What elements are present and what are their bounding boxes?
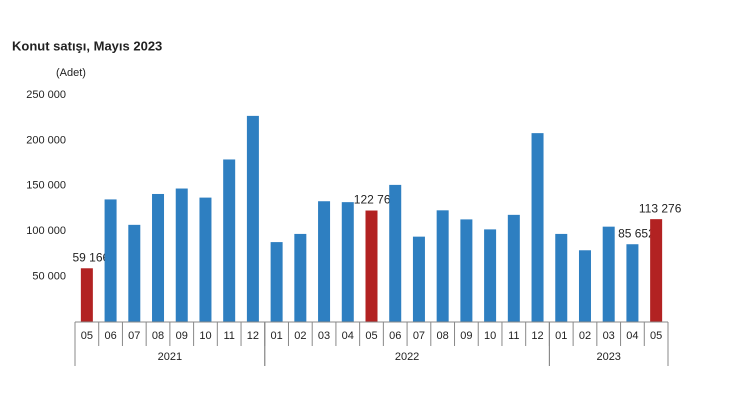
bar [175,188,188,322]
y-tick-label: 100 000 [26,225,66,237]
bar [318,201,331,322]
x-tick-label: 08 [152,330,164,342]
bar [104,199,117,322]
bar [602,226,615,322]
bar [484,229,497,322]
x-tick-label: 07 [128,330,140,342]
x-tick-label: 06 [104,330,116,342]
bar [626,244,639,322]
bar [294,233,307,322]
x-tick-label: 07 [413,330,425,342]
value-label: 113 276 [639,201,682,215]
x-tick-label: 09 [460,330,472,342]
value-label: 85 652 [618,226,655,240]
bar [80,268,93,322]
bar [246,115,259,322]
bar [365,210,378,322]
bar [578,250,591,322]
x-tick-label: 03 [603,330,615,342]
x-tick-label: 03 [318,330,330,342]
x-tick-label: 10 [484,330,496,342]
bar [460,219,473,322]
x-tick-label: 12 [247,330,259,342]
bar [152,193,165,322]
x-tick-label: 11 [223,330,234,342]
bar [270,242,283,322]
x-tick-label: 05 [81,330,93,342]
y-tick-label: 200 000 [26,134,66,146]
group-label: 2021 [158,351,182,363]
x-tick-label: 04 [626,330,638,342]
x-tick-label: 01 [555,330,567,342]
bar [199,197,212,322]
bar [650,219,663,322]
bar [389,184,402,322]
x-tick-label: 11 [508,330,519,342]
y-tick-label: 50 000 [32,271,66,283]
x-tick-label: 06 [389,330,401,342]
x-tick-label: 04 [342,330,354,342]
bar [436,210,449,322]
chart-title: Konut satışı, Mayıs 2023 [12,38,162,53]
group-label: 2022 [395,351,419,363]
x-tick-label: 08 [437,330,449,342]
group-label: 2023 [596,351,620,363]
x-tick-label: 09 [176,330,188,342]
x-tick-label: 10 [199,330,211,342]
bar [341,202,354,322]
bar [223,159,236,322]
value-label: 122 768 [354,193,398,207]
bar [412,236,425,322]
y-axis-label: (Adet) [56,67,86,79]
x-tick-label: 05 [650,330,662,342]
x-tick-label: 02 [294,330,306,342]
value-label: 59 166 [73,250,110,264]
x-tick-label: 12 [531,330,543,342]
x-tick-label: 02 [579,330,591,342]
bar [128,224,141,322]
bar [507,214,520,322]
y-tick-label: 150 000 [26,180,66,192]
bar [531,133,544,322]
bar [555,233,568,322]
y-tick-label: 250 000 [26,89,66,101]
x-tick-label: 05 [365,330,377,342]
x-tick-label: 01 [270,330,282,342]
